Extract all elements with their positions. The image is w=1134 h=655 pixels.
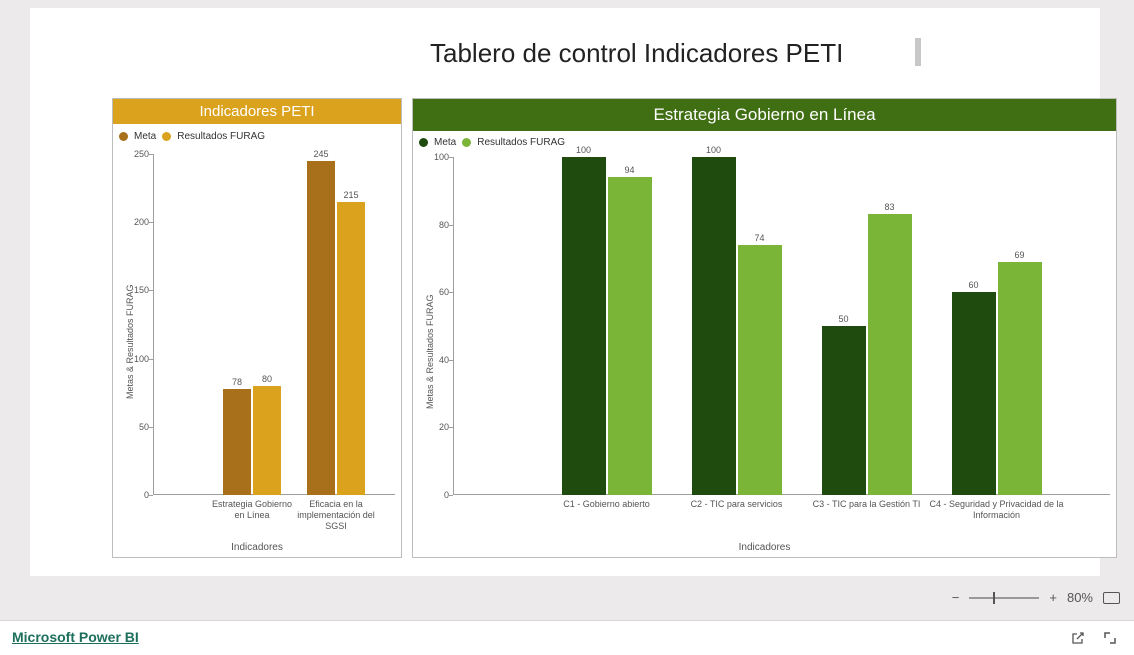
- bar-value-label: 69: [998, 250, 1042, 260]
- bar-group: 10074C2 - TIC para servicios: [692, 157, 782, 495]
- legend-label: Resultados FURAG: [177, 131, 265, 142]
- zoom-slider[interactable]: [969, 597, 1039, 599]
- bar[interactable]: 215: [337, 202, 365, 495]
- x-axis-title: Indicadores: [413, 542, 1116, 553]
- y-axis-title: Metas & Resultados FURAG: [125, 284, 135, 399]
- bar-group: 245215Eficacia en la implementación del …: [307, 154, 365, 495]
- page-title: Tablero de control Indicadores PETI: [430, 38, 843, 69]
- report-canvas: Tablero de control Indicadores PETI Indi…: [30, 8, 1100, 576]
- y-tick-label: 0: [423, 490, 449, 500]
- y-tick-label: 50: [123, 422, 149, 432]
- bar[interactable]: 60: [952, 292, 996, 495]
- y-tick-label: 20: [423, 422, 449, 432]
- footer-bar: Microsoft Power BI: [0, 620, 1134, 655]
- bar-value-label: 78: [223, 377, 251, 387]
- legend-label: Resultados FURAG: [477, 137, 565, 148]
- y-tick-label: 200: [123, 217, 149, 227]
- bar-value-label: 100: [692, 145, 736, 155]
- chart-indicadores-peti[interactable]: Indicadores PETI Meta Resultados FURAG 0…: [112, 98, 402, 558]
- bar[interactable]: 80: [253, 386, 281, 495]
- zoom-in-button[interactable]: +: [1049, 590, 1057, 605]
- y-tick-label: 0: [123, 490, 149, 500]
- category-label: C3 - TIC para la Gestión TI: [797, 495, 937, 510]
- bar-group: 7880Estrategia Gobierno en Línea: [223, 154, 281, 495]
- bar[interactable]: 50: [822, 326, 866, 495]
- bar-value-label: 60: [952, 280, 996, 290]
- chart-plot-area: 02040608010010094C1 - Gobierno abierto10…: [453, 157, 1110, 495]
- fit-to-page-icon[interactable]: [1103, 592, 1120, 604]
- category-label: C2 - TIC para servicios: [667, 495, 807, 510]
- title-cursor: [915, 38, 921, 66]
- bar[interactable]: 69: [998, 262, 1042, 495]
- zoom-slider-thumb[interactable]: [993, 592, 995, 604]
- bar-group: 5083C3 - TIC para la Gestión TI: [822, 157, 912, 495]
- bar-group: 10094C1 - Gobierno abierto: [562, 157, 652, 495]
- legend-swatch-meta: [419, 138, 428, 147]
- legend-swatch-resultados: [462, 138, 471, 147]
- bar[interactable]: 74: [738, 245, 782, 495]
- bar[interactable]: 83: [868, 214, 912, 495]
- chart-title: Indicadores PETI: [113, 99, 401, 124]
- bar-value-label: 245: [307, 149, 335, 159]
- category-label: Eficacia en la implementación del SGSI: [291, 495, 381, 531]
- x-axis-title: Indicadores: [113, 542, 401, 553]
- bar[interactable]: 78: [223, 389, 251, 495]
- bar[interactable]: 100: [562, 157, 606, 495]
- y-axis-title: Metas & Resultados FURAG: [425, 294, 435, 409]
- bar-group: 6069C4 - Seguridad y Privacidad de la In…: [952, 157, 1042, 495]
- powerbi-brand-link[interactable]: Microsoft Power BI: [12, 629, 139, 645]
- legend-label: Meta: [434, 137, 456, 148]
- bar-value-label: 100: [562, 145, 606, 155]
- bar-value-label: 74: [738, 233, 782, 243]
- chart-legend: Meta Resultados FURAG: [119, 131, 265, 142]
- legend-swatch-meta: [119, 132, 128, 141]
- chart-title: Estrategia Gobierno en Línea: [413, 99, 1116, 131]
- zoom-controls: − + 80%: [952, 590, 1120, 605]
- category-label: C1 - Gobierno abierto: [537, 495, 677, 510]
- category-label: C4 - Seguridad y Privacidad de la Inform…: [927, 495, 1067, 521]
- zoom-percent: 80%: [1067, 590, 1093, 605]
- bar[interactable]: 100: [692, 157, 736, 495]
- y-tick-label: 250: [123, 149, 149, 159]
- bar-value-label: 83: [868, 202, 912, 212]
- legend-label: Meta: [134, 131, 156, 142]
- chart-estrategia-gobierno[interactable]: Estrategia Gobierno en Línea Meta Result…: [412, 98, 1117, 558]
- bar-value-label: 215: [337, 190, 365, 200]
- bar[interactable]: 94: [608, 177, 652, 495]
- y-tick-label: 100: [423, 152, 449, 162]
- share-icon[interactable]: [1070, 630, 1086, 651]
- bar[interactable]: 245: [307, 161, 335, 495]
- zoom-out-button[interactable]: −: [952, 590, 960, 605]
- chart-plot-area: 0501001502002507880Estrategia Gobierno e…: [153, 154, 395, 495]
- fullscreen-icon[interactable]: [1102, 630, 1118, 651]
- bar-value-label: 80: [253, 374, 281, 384]
- legend-swatch-resultados: [162, 132, 171, 141]
- y-tick-label: 80: [423, 220, 449, 230]
- bar-value-label: 94: [608, 165, 652, 175]
- category-label: Estrategia Gobierno en Línea: [207, 495, 297, 521]
- bar-value-label: 50: [822, 314, 866, 324]
- chart-legend: Meta Resultados FURAG: [419, 137, 565, 148]
